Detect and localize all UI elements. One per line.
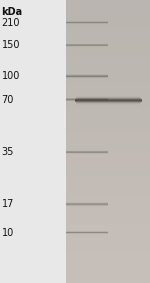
Bar: [76, 96, 140, 97]
Bar: [76, 97, 140, 98]
Bar: [66, 203, 108, 204]
Bar: [66, 206, 108, 207]
Bar: [76, 105, 140, 106]
Bar: [66, 76, 108, 77]
Text: 210: 210: [2, 18, 20, 28]
Bar: [75, 100, 142, 101]
Text: 150: 150: [2, 40, 20, 50]
Text: 70: 70: [2, 95, 14, 105]
Text: kDa: kDa: [2, 7, 23, 17]
Text: 35: 35: [2, 147, 14, 157]
Bar: [66, 78, 108, 79]
Bar: [76, 104, 140, 105]
Bar: [75, 101, 142, 102]
Bar: [66, 77, 108, 78]
Bar: [66, 75, 108, 76]
Bar: [66, 204, 108, 205]
Bar: [66, 202, 108, 203]
Bar: [76, 106, 140, 107]
Text: 100: 100: [2, 71, 20, 82]
Bar: [66, 74, 108, 75]
Bar: [76, 103, 140, 104]
Text: 17: 17: [2, 199, 14, 209]
Text: 10: 10: [2, 228, 14, 238]
Bar: [66, 205, 108, 206]
Bar: [75, 99, 142, 100]
Bar: [76, 94, 140, 95]
Bar: [76, 95, 140, 96]
Bar: [76, 102, 141, 103]
Bar: [76, 98, 141, 99]
